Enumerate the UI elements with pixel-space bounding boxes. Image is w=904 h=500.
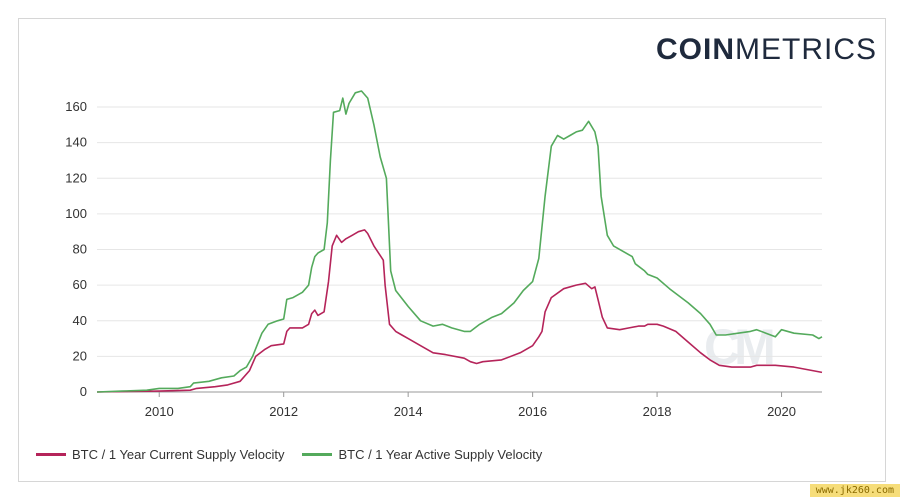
- y-tick-label-160: 160: [65, 99, 87, 114]
- y-tick-label-100: 100: [65, 206, 87, 221]
- series-lines: [96, 90, 823, 393]
- x-axis-ticks: 2010 2012 2014 2016 2018 2020: [145, 392, 796, 419]
- series-line-active-supply-velocity: [96, 90, 823, 393]
- y-tick-label-80: 80: [73, 242, 87, 257]
- y-tick-label-40: 40: [73, 313, 87, 328]
- series-line-current-supply-velocity: [96, 229, 823, 393]
- legend-item-active[interactable]: BTC / 1 Year Active Supply Velocity: [302, 447, 542, 462]
- x-tick-label-2016: 2016: [518, 404, 547, 419]
- site-watermark: www.jk260.com: [809, 484, 900, 497]
- y-tick-label-120: 120: [65, 170, 87, 185]
- legend-label-active: BTC / 1 Year Active Supply Velocity: [338, 447, 543, 462]
- y-tick-label-140: 140: [65, 135, 87, 150]
- legend-label-current: BTC / 1 Year Current Supply Velocity: [72, 447, 285, 462]
- legend-item-current[interactable]: BTC / 1 Year Current Supply Velocity: [36, 447, 284, 462]
- x-tick-label-2012: 2012: [269, 404, 298, 419]
- logo-bold-text: COIN: [656, 33, 735, 66]
- grid-lines: [97, 106, 822, 393]
- y-tick-label-20: 20: [73, 348, 87, 363]
- y-axis-ticks: 0 20 40 60 80 100 120 140 160: [65, 99, 87, 399]
- x-tick-label-2020: 2020: [767, 404, 796, 419]
- y-tick-label-0: 0: [80, 384, 87, 399]
- y-tick-label-60: 60: [73, 277, 87, 292]
- x-tick-label-2018: 2018: [643, 404, 672, 419]
- legend: BTC / 1 Year Current Supply Velocity BTC…: [36, 447, 560, 462]
- x-tick-label-2014: 2014: [394, 404, 423, 419]
- logo-light-text: METRICS: [735, 33, 877, 66]
- x-tick-label-2010: 2010: [145, 404, 174, 419]
- legend-swatch-current: [36, 453, 66, 456]
- coinmetrics-logo: COINMETRICS: [656, 33, 877, 67]
- legend-swatch-active: [302, 453, 333, 456]
